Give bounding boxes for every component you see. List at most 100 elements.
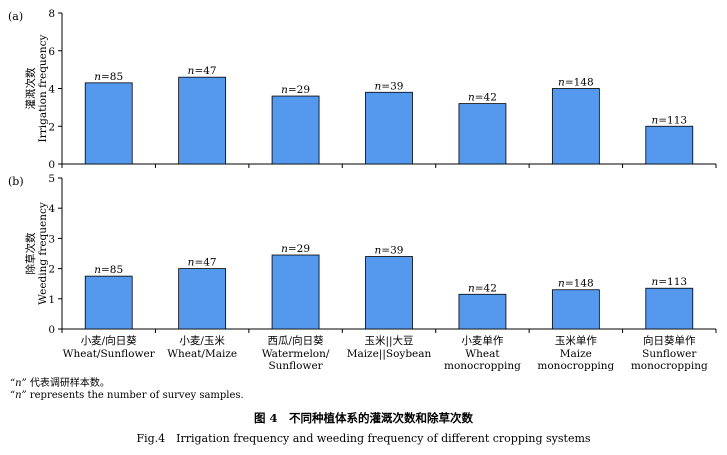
panel-b-bar (365, 256, 413, 330)
panel-b-bar (271, 254, 320, 330)
panel-a-ytick-label: 6 (48, 46, 55, 58)
panel-a-bar-label-value: =42 (475, 92, 497, 104)
panel-b-bar-label-n: n (558, 278, 565, 290)
panel-a-ylabel-cn: 灌溉次数 (24, 67, 37, 109)
panel-b-bar (84, 275, 133, 330)
panel-b-bar-label: n=148 (558, 278, 594, 290)
panel-b-bar-label-n: n (468, 282, 475, 294)
panel-a-label: (a) (8, 10, 23, 23)
xtick-label-cn: 小麦/玉米 (179, 334, 225, 347)
panel-a-bar-label: n=42 (468, 92, 497, 104)
xtick-label-cn: 向日葵单作 (643, 334, 696, 347)
panel-a-bar-label-n: n (94, 71, 101, 83)
panel-b-bar-label: n=85 (94, 264, 123, 276)
panel-b-bar (178, 268, 227, 330)
xtick-label-cn: 小麦单作 (461, 335, 503, 347)
panel-a-bar-label: n=148 (558, 77, 594, 89)
xtick-label-en: Sunflower (642, 348, 697, 360)
panel-a-bar-label-n: n (468, 92, 475, 104)
panel-b-bar-label-n: n (281, 243, 288, 255)
panel-b-bar-label-n: n (94, 264, 101, 276)
panel-b-bar-label-value: =39 (381, 245, 403, 257)
xtick-label-en: Watermelon/ (262, 348, 330, 360)
panel-a-bar (271, 95, 320, 165)
panel-b-bar-label-value: =85 (101, 264, 123, 276)
panel-b-bar-label-value: =47 (194, 257, 216, 269)
panel-b-bar-label-value: =42 (475, 282, 497, 294)
panel-a-bar-label: n=85 (94, 71, 123, 83)
xtick-label-en: Wheat/Sunflower (63, 348, 156, 360)
panel-b-bar-label: n=113 (651, 276, 687, 288)
panel-a-bar-label-value: =39 (381, 80, 403, 92)
panel-a-bar (551, 88, 600, 165)
panel-b-bar (551, 289, 600, 330)
panel-b-ytick-label: 5 (48, 173, 55, 185)
panel-a-bar-label: n=47 (188, 65, 217, 77)
caption-en: Fig.4 Irrigation frequency and weeding f… (136, 432, 591, 445)
panel-b-bar-label: n=42 (468, 282, 497, 294)
xtick-label-en: Maize||Soybean (347, 348, 432, 361)
panel-a-bar-label: n=29 (281, 84, 310, 96)
panel-b-bar-label: n=39 (375, 245, 404, 257)
note-cn-n: “n” (10, 378, 27, 389)
xtick-label-en-line2: monocropping (537, 360, 614, 372)
panel-a-ytick-label: 0 (48, 159, 55, 171)
xtick-label-en-line2: monocropping (444, 360, 521, 372)
panel-a-bar-label-n: n (281, 84, 288, 96)
panel-b-bar-label-value: =29 (288, 243, 310, 255)
xtick-label-cn: 西瓜/向日葵 (268, 334, 325, 347)
panel-a-bar-label-value: =29 (288, 84, 310, 96)
panel-b-ytick-label: 4 (48, 203, 55, 215)
panel-a-ytick-label: 8 (48, 8, 55, 20)
panel-b-bar-label-n: n (651, 276, 658, 288)
panel-a-ytick-label: 4 (48, 84, 55, 96)
xtick-label-en: Maize (560, 348, 592, 360)
panel-a-bar-label-value: =113 (658, 114, 687, 126)
panel-b-bar (458, 293, 507, 330)
panel-a-bar-label-value: =47 (194, 65, 216, 77)
caption-cn: 图 4 不同种植体系的灌溉次数和除草次数 (253, 411, 473, 425)
note-en-n: “n” (10, 390, 27, 401)
panel-b-bar-label: n=47 (188, 257, 217, 269)
panel-b-bar-label-value: =113 (658, 276, 687, 288)
panel-b-label: (b) (8, 175, 24, 188)
panel-a-bar-label-n: n (188, 65, 195, 77)
panel-a-bar-label-value: =148 (565, 77, 594, 89)
panel-b-ylabel-cn: 除草次数 (24, 232, 37, 274)
panel-a-bar-label: n=113 (651, 114, 687, 126)
panel-b-bar-label-n: n (375, 245, 382, 257)
xtick-label-cn: 玉米||大豆 (364, 334, 413, 348)
panel-b-bar-label: n=29 (281, 243, 310, 255)
xtick-label-en-line2: Sunflower (268, 360, 323, 372)
panel-b-ytick-label: 3 (48, 233, 55, 245)
panel-b-bar (645, 287, 694, 330)
panel-a-bar (84, 82, 133, 165)
xtick-label-en-line2: monocropping (631, 360, 708, 372)
note-cn: “n” 代表调研样本数。 (10, 374, 110, 389)
panel-a-bar-label-n: n (375, 80, 382, 92)
panel-a-bar (365, 91, 413, 165)
panel-a-ylabel-en: Irrigation frequency (37, 34, 49, 142)
xtick-label-en: Wheat (465, 348, 500, 360)
panel-b-bar-label-n: n (188, 257, 195, 269)
panel-b-ylabel-en: Weeding frequency (37, 202, 49, 305)
panel-b-ytick-label: 1 (48, 294, 55, 306)
panel-b-ytick-label: 0 (48, 324, 55, 336)
panel-a-bar-label: n=39 (375, 80, 404, 92)
note-cn-text: 代表调研样本数。 (26, 378, 110, 389)
panel-a-ylabel: 灌溉次数Irrigation frequency (24, 34, 49, 142)
panel-a-bar (178, 76, 227, 165)
note-en: “n” represents the number of survey samp… (10, 390, 244, 401)
panel-a-ytick-label: 2 (48, 121, 55, 133)
panel-a-bar-label-n: n (558, 77, 565, 89)
panel-a-bar (458, 103, 507, 165)
xtick-label-cn: 玉米单作 (555, 334, 597, 347)
panel-a-bar (645, 125, 694, 165)
panel-a-bar-label-n: n (651, 114, 658, 126)
panel-b-ylabel: 除草次数Weeding frequency (24, 202, 49, 305)
panel-b-ytick-label: 2 (48, 264, 55, 276)
xtick-label-en: Wheat/Maize (167, 348, 237, 360)
panel-b-bar-label-value: =148 (565, 278, 594, 290)
note-en-text: represents the number of survey samples. (26, 390, 244, 401)
